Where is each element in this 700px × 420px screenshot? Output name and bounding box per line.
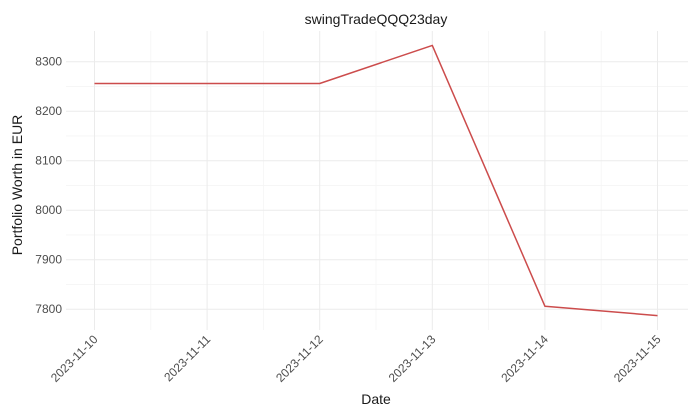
x-tick-label: 2023-11-11 bbox=[161, 332, 213, 384]
y-tick-label: 8000 bbox=[35, 203, 62, 217]
y-tick-label: 8200 bbox=[35, 104, 62, 118]
x-axis-title: Date bbox=[361, 391, 391, 407]
x-tick-label: 2023-11-13 bbox=[386, 332, 439, 385]
x-tick-label: 2023-11-12 bbox=[273, 332, 326, 385]
chart-title: swingTradeQQQ23day bbox=[305, 11, 448, 27]
x-axis-ticks: 2023-11-10 2023-11-11 2023-11-12 2023-11-13… bbox=[48, 332, 664, 385]
x-tick-label: 2023-11-15 bbox=[611, 332, 664, 385]
y-tick-label: 8300 bbox=[35, 55, 62, 69]
grid bbox=[66, 31, 688, 330]
y-axis-title: Portfolio Worth in EUR bbox=[9, 115, 25, 256]
x-tick-label: 2023-11-14 bbox=[498, 332, 551, 385]
series-line bbox=[94, 44, 658, 317]
y-tick-label: 7800 bbox=[35, 302, 62, 316]
series-layer bbox=[94, 44, 658, 317]
y-tick-label: 8100 bbox=[35, 154, 62, 168]
y-axis-ticks: 7800 7900 8000 8100 8200 8300 bbox=[35, 55, 62, 317]
x-tick-label: 2023-11-10 bbox=[48, 332, 101, 385]
y-tick-label: 7900 bbox=[35, 253, 62, 267]
